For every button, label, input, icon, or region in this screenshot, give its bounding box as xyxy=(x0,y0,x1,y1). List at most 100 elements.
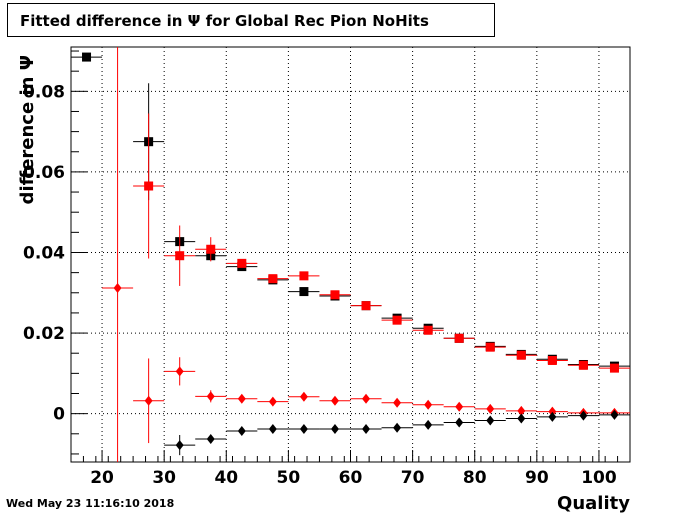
diamond-marker xyxy=(237,393,246,404)
x-tick-label: 80 xyxy=(463,468,487,488)
y-axis-title: difference in Ψ xyxy=(17,55,38,204)
diamond-marker-point xyxy=(164,435,196,456)
square-marker xyxy=(547,355,557,365)
x-tick-label: 100 xyxy=(581,468,617,488)
timestamp: Wed May 23 11:16:10 2018 xyxy=(6,497,175,510)
diamond-marker xyxy=(330,423,339,434)
square-marker xyxy=(237,258,247,268)
square-marker-point xyxy=(474,342,506,352)
diamond-marker-point xyxy=(505,405,537,416)
square-marker xyxy=(299,271,309,281)
diamond-marker xyxy=(175,440,184,451)
diamond-marker-point xyxy=(536,411,568,422)
diamond-marker-point xyxy=(102,47,134,462)
axis-ticks xyxy=(70,50,631,462)
square-marker xyxy=(485,342,495,352)
square-marker-point xyxy=(133,113,165,259)
x-tick-label: 90 xyxy=(525,468,549,488)
x-tick-label: 60 xyxy=(339,468,363,488)
diamond-marker-point xyxy=(381,397,413,408)
diamond-marker-point xyxy=(288,423,320,434)
diamond-marker-point xyxy=(257,423,289,434)
diamond-marker-point xyxy=(350,423,382,434)
diamond-marker xyxy=(486,403,495,414)
square-marker xyxy=(454,333,464,343)
diamond-marker-point xyxy=(443,417,475,428)
square-marker-point xyxy=(443,333,475,343)
diamond-marker xyxy=(393,397,402,408)
diamond-marker-point xyxy=(226,425,258,436)
square-marker-point xyxy=(288,287,320,297)
series-3 xyxy=(102,47,630,462)
diamond-marker xyxy=(362,423,371,434)
diamond-marker-point xyxy=(350,393,382,404)
y-tick-label: 0 xyxy=(53,405,65,425)
diamond-marker-point xyxy=(412,419,444,430)
square-marker xyxy=(392,315,402,325)
diamond-marker xyxy=(517,405,526,416)
diamond-marker-point xyxy=(257,396,289,407)
square-marker xyxy=(361,301,371,311)
diamond-marker xyxy=(113,282,122,293)
diamond-marker-point xyxy=(474,415,506,426)
diamond-marker-point xyxy=(164,357,196,386)
diamond-marker xyxy=(362,393,371,404)
square-marker-point xyxy=(195,237,227,262)
diamond-marker-point xyxy=(288,391,320,402)
y-tick-label: 0.04 xyxy=(23,243,65,263)
tick-labels: 20 30 40 50 60 70 80 90 100 0 0.02 0.04 0.06 0.08 xyxy=(23,82,617,488)
title-box: Fitted difference in Ψ for Global Rec Pi… xyxy=(7,3,495,37)
diamond-marker-point xyxy=(319,423,351,434)
square-marker xyxy=(578,360,588,370)
square-marker-point xyxy=(350,301,382,311)
diamond-marker-point xyxy=(226,393,258,404)
y-tick-label: 0.02 xyxy=(23,324,65,344)
square-marker-point xyxy=(412,325,444,335)
diamond-marker-point xyxy=(133,358,165,444)
x-tick-label: 30 xyxy=(152,468,176,488)
diamond-marker xyxy=(299,391,308,402)
diamond-marker xyxy=(517,413,526,424)
square-marker xyxy=(516,350,526,360)
square-marker-point xyxy=(226,258,258,268)
diamond-marker xyxy=(268,396,277,407)
diamond-marker xyxy=(579,410,588,421)
diamond-marker xyxy=(610,409,619,420)
x-tick-label: 50 xyxy=(277,468,301,488)
diamond-marker xyxy=(486,415,495,426)
diamond-marker-point xyxy=(195,390,227,403)
diamond-marker xyxy=(455,417,464,428)
square-marker xyxy=(82,52,92,62)
diamond-marker xyxy=(299,423,308,434)
diamond-marker xyxy=(268,423,277,434)
series-4 xyxy=(164,409,630,456)
diamond-marker xyxy=(144,395,153,406)
diamond-marker xyxy=(206,434,215,445)
square-marker xyxy=(144,181,154,191)
x-tick-label: 20 xyxy=(90,468,114,488)
square-marker xyxy=(423,325,433,335)
square-marker xyxy=(175,251,185,261)
square-marker-point xyxy=(598,363,630,373)
diamond-marker xyxy=(455,401,464,412)
square-marker-point xyxy=(288,271,320,281)
x-tick-label: 40 xyxy=(214,468,238,488)
diamond-marker-point xyxy=(412,399,444,410)
square-marker-point xyxy=(505,350,537,360)
diamond-marker-point xyxy=(381,422,413,433)
series-2 xyxy=(133,113,630,373)
square-marker xyxy=(206,244,216,254)
square-marker xyxy=(268,274,278,284)
diamond-marker xyxy=(237,425,246,436)
diamond-marker xyxy=(548,406,557,417)
diamond-marker xyxy=(548,411,557,422)
grid-lines xyxy=(71,47,630,462)
y-tick-label: 0.08 xyxy=(23,82,65,102)
diamond-marker xyxy=(424,399,433,410)
square-marker xyxy=(330,290,340,300)
y-tick-label: 0.06 xyxy=(23,163,65,183)
square-marker-point xyxy=(164,225,196,286)
square-marker-point xyxy=(319,290,351,300)
square-marker-point xyxy=(381,315,413,325)
